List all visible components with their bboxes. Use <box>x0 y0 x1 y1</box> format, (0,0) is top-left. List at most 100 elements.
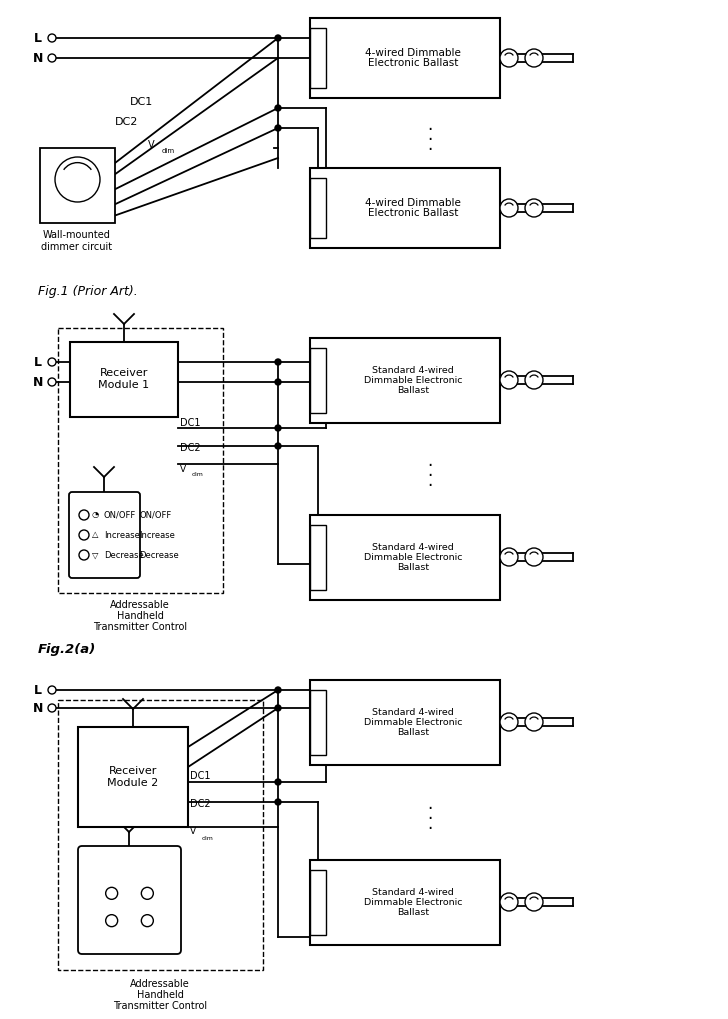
Text: Standard 4-wired: Standard 4-wired <box>372 708 454 717</box>
Text: V: V <box>190 827 196 837</box>
Circle shape <box>275 705 281 711</box>
Text: 4-wired Dimmable: 4-wired Dimmable <box>365 48 461 58</box>
Text: Ballast: Ballast <box>397 908 429 916</box>
Text: Ballast: Ballast <box>397 385 429 394</box>
Text: Fig.1 (Prior Art).: Fig.1 (Prior Art). <box>38 285 138 298</box>
Text: Transmitter Control: Transmitter Control <box>113 1001 207 1011</box>
Circle shape <box>275 379 281 385</box>
Bar <box>58 700 263 970</box>
Circle shape <box>275 35 281 41</box>
Text: DC2: DC2 <box>115 117 138 127</box>
Circle shape <box>141 888 154 900</box>
Circle shape <box>275 443 281 449</box>
Circle shape <box>79 550 89 560</box>
Circle shape <box>275 425 281 431</box>
Text: Electronic Ballast: Electronic Ballast <box>368 208 458 218</box>
Circle shape <box>79 510 89 520</box>
Circle shape <box>275 779 281 785</box>
Text: dim: dim <box>162 148 175 154</box>
Text: Standard 4-wired: Standard 4-wired <box>372 367 454 375</box>
Circle shape <box>55 157 100 202</box>
Circle shape <box>525 713 543 731</box>
Circle shape <box>48 704 56 712</box>
Circle shape <box>525 548 543 566</box>
Text: DC1: DC1 <box>180 418 200 428</box>
Text: V: V <box>180 465 186 474</box>
Circle shape <box>275 359 281 365</box>
Text: ▽: ▽ <box>92 550 98 559</box>
Circle shape <box>500 893 518 911</box>
Circle shape <box>500 199 518 217</box>
Text: Wall-mounted: Wall-mounted <box>43 230 111 240</box>
Text: DC1: DC1 <box>190 771 210 781</box>
Bar <box>310 860 500 945</box>
Text: N: N <box>33 52 43 64</box>
Text: .: . <box>427 452 432 470</box>
Text: Dimmable Electronic: Dimmable Electronic <box>364 898 462 907</box>
Text: Increase: Increase <box>104 531 140 539</box>
Text: .: . <box>427 795 432 813</box>
Text: ON/OFF: ON/OFF <box>139 511 171 520</box>
Bar <box>58 328 223 593</box>
Text: Addressable: Addressable <box>130 979 190 989</box>
Text: .: . <box>427 805 432 823</box>
Text: Transmitter Control: Transmitter Control <box>93 622 187 632</box>
Text: DC2: DC2 <box>180 443 201 453</box>
Text: N: N <box>33 701 43 714</box>
Bar <box>310 338 500 423</box>
Text: Electronic Ballast: Electronic Ballast <box>368 58 458 68</box>
Text: Dimmable Electronic: Dimmable Electronic <box>364 553 462 562</box>
Text: △: △ <box>109 891 114 897</box>
Bar <box>40 148 115 223</box>
Text: .: . <box>427 462 432 480</box>
Text: .: . <box>427 116 432 135</box>
Text: Handheld: Handheld <box>116 611 164 621</box>
FancyBboxPatch shape <box>78 846 181 954</box>
Text: Standard 4-wired: Standard 4-wired <box>372 543 454 552</box>
Circle shape <box>500 371 518 389</box>
Text: L: L <box>34 32 42 45</box>
Text: Handheld: Handheld <box>137 990 183 1000</box>
Text: V: V <box>148 140 154 150</box>
Circle shape <box>525 199 543 217</box>
Text: L: L <box>34 356 42 369</box>
Circle shape <box>106 888 118 900</box>
Text: DC1: DC1 <box>130 97 154 107</box>
Text: dim: dim <box>192 473 204 478</box>
Text: Module 1: Module 1 <box>98 380 149 390</box>
Text: Decrease: Decrease <box>104 550 143 559</box>
Bar <box>70 342 178 417</box>
Text: Dimmable Electronic: Dimmable Electronic <box>364 718 462 727</box>
Circle shape <box>79 530 89 540</box>
Circle shape <box>500 713 518 731</box>
Bar <box>310 18 500 98</box>
Circle shape <box>48 686 56 694</box>
Circle shape <box>48 358 56 366</box>
Text: L: L <box>34 684 42 697</box>
Text: Dimmable Electronic: Dimmable Electronic <box>364 376 462 385</box>
Circle shape <box>106 915 118 926</box>
Bar <box>310 168 500 248</box>
Text: Receiver: Receiver <box>100 369 149 378</box>
FancyBboxPatch shape <box>69 492 140 578</box>
Text: N: N <box>33 375 43 388</box>
Text: 4-wired Dimmable: 4-wired Dimmable <box>365 198 461 208</box>
Bar <box>310 348 326 413</box>
Bar <box>310 28 326 89</box>
Text: ◁: ◁ <box>145 918 150 923</box>
Text: △: △ <box>92 531 98 539</box>
Text: Ballast: Ballast <box>397 728 429 737</box>
Text: Standard 4-wired: Standard 4-wired <box>372 889 454 898</box>
Circle shape <box>141 915 154 926</box>
Circle shape <box>275 799 281 805</box>
Text: .: . <box>427 136 432 154</box>
Text: DC2: DC2 <box>190 799 210 809</box>
Bar <box>310 177 326 238</box>
Circle shape <box>525 893 543 911</box>
Circle shape <box>48 54 56 62</box>
Text: Increase: Increase <box>139 531 175 539</box>
Text: dim: dim <box>202 836 214 841</box>
Text: Decrease: Decrease <box>139 550 179 559</box>
Text: dimmer circuit: dimmer circuit <box>41 242 113 252</box>
Bar <box>310 680 500 765</box>
